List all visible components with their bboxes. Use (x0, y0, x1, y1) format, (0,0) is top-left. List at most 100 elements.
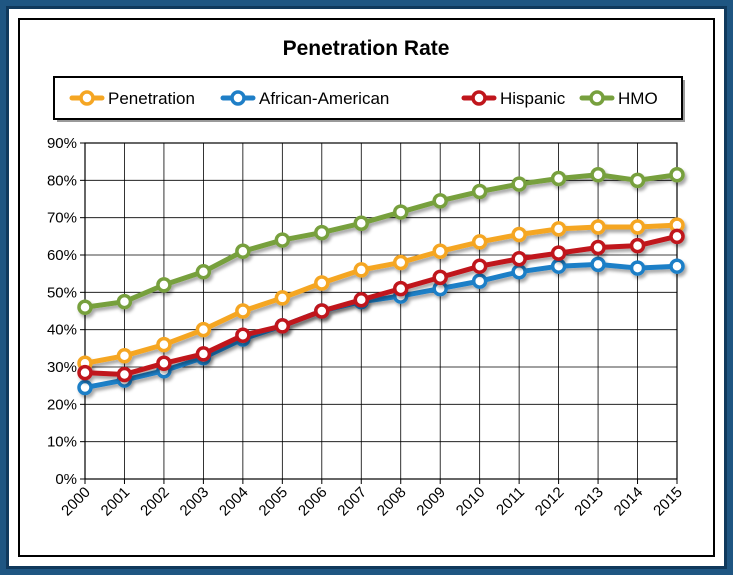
legend-swatch-marker (79, 90, 95, 106)
legend-label: Penetration (108, 89, 195, 108)
data-point (511, 250, 527, 267)
legend-item: African-American (220, 89, 389, 108)
data-point (77, 364, 93, 381)
data-point (116, 366, 133, 383)
x-tick-label: 2007 (334, 484, 370, 520)
data-point (274, 318, 291, 334)
data-point (629, 172, 646, 189)
data-point (550, 258, 567, 274)
data-point (629, 260, 646, 276)
legend-label: Hispanic (500, 89, 566, 108)
x-tick-label: 2013 (571, 484, 607, 520)
data-point (353, 292, 370, 308)
x-tick-label: 2008 (374, 484, 410, 520)
y-tick-label: 0% (55, 471, 77, 488)
legend-box (53, 76, 683, 120)
data-point (156, 336, 172, 353)
series-line (82, 261, 680, 391)
data-point (156, 355, 172, 372)
data-point (511, 226, 527, 243)
x-tick-label: 2015 (650, 484, 686, 520)
x-tick-label: 2004 (216, 484, 252, 520)
series-line (82, 222, 680, 366)
data-point (314, 303, 330, 319)
data-point (590, 219, 606, 235)
y-tick-label: 20% (47, 396, 77, 413)
x-tick-label: 2014 (611, 484, 647, 520)
data-point (550, 245, 567, 261)
legend-item: Hispanic (461, 89, 566, 108)
data-point (195, 321, 212, 338)
data-point (432, 243, 448, 260)
data-point (511, 176, 527, 192)
y-tick-label: 60% (47, 247, 77, 264)
data-point (353, 262, 370, 278)
data-point (274, 232, 291, 248)
x-tick-label: 2010 (453, 484, 489, 520)
y-tick-label: 50% (47, 284, 77, 301)
x-tick-label: 2011 (493, 484, 528, 519)
legend-swatch-marker (230, 90, 246, 106)
data-point (550, 170, 567, 187)
data-point (471, 273, 488, 289)
data-point (392, 280, 409, 297)
legend-label: HMO (618, 89, 658, 108)
series-line (82, 172, 680, 310)
data-point (669, 228, 685, 245)
x-tick-label: 2012 (532, 484, 568, 520)
data-point (471, 234, 488, 250)
data-point (629, 219, 646, 235)
x-tick-label: 2002 (137, 484, 173, 520)
data-point (77, 379, 93, 396)
data-point (195, 264, 212, 280)
plot-background (84, 142, 678, 480)
legend-label: African-American (259, 89, 389, 108)
x-tick-label: 2005 (256, 484, 292, 520)
data-point (511, 264, 527, 280)
plot-area: 0%10%20%30%40%50%60%70%80%90%2000 2001 200… (47, 135, 686, 519)
legend-item: HMO (579, 89, 658, 108)
data-point (590, 256, 606, 273)
x-tick-label: 2006 (295, 484, 331, 520)
legend-item: Penetration (69, 89, 195, 108)
series-penetration (77, 217, 685, 372)
data-point (156, 277, 172, 293)
data-point (195, 346, 212, 362)
data-point (314, 275, 330, 291)
data-point (550, 221, 567, 237)
data-point (432, 269, 448, 286)
y-tick-label: 90% (47, 135, 77, 152)
legend-swatch-marker (589, 90, 605, 106)
data-point (471, 258, 488, 274)
series-hispanic (77, 228, 685, 383)
data-point (314, 224, 330, 241)
y-tick-label: 70% (47, 210, 77, 227)
data-point (432, 193, 448, 209)
data-point (392, 254, 409, 271)
x-tick-label: 2001 (98, 484, 134, 520)
data-point (274, 290, 291, 306)
x-tick-label: 2009 (413, 484, 449, 520)
x-tick-label: 2003 (177, 484, 213, 520)
legend-swatch-marker (471, 90, 487, 106)
series-line (82, 233, 680, 377)
data-point (590, 239, 606, 256)
y-tick-label: 30% (47, 359, 77, 376)
data-point (116, 348, 133, 364)
data-point (235, 303, 251, 319)
data-point (353, 215, 370, 232)
data-point (116, 293, 133, 310)
data-point (471, 183, 488, 200)
data-point (629, 237, 646, 254)
data-point (669, 258, 685, 274)
data-point (235, 327, 251, 344)
y-tick-label: 10% (47, 434, 77, 451)
y-tick-label: 80% (47, 172, 77, 189)
data-point (590, 166, 606, 183)
data-point (235, 243, 251, 260)
data-point (669, 166, 685, 183)
series-hmo (77, 166, 685, 316)
legend: Penetration African-American Hispanic HMO (53, 76, 685, 122)
data-point (392, 204, 409, 220)
